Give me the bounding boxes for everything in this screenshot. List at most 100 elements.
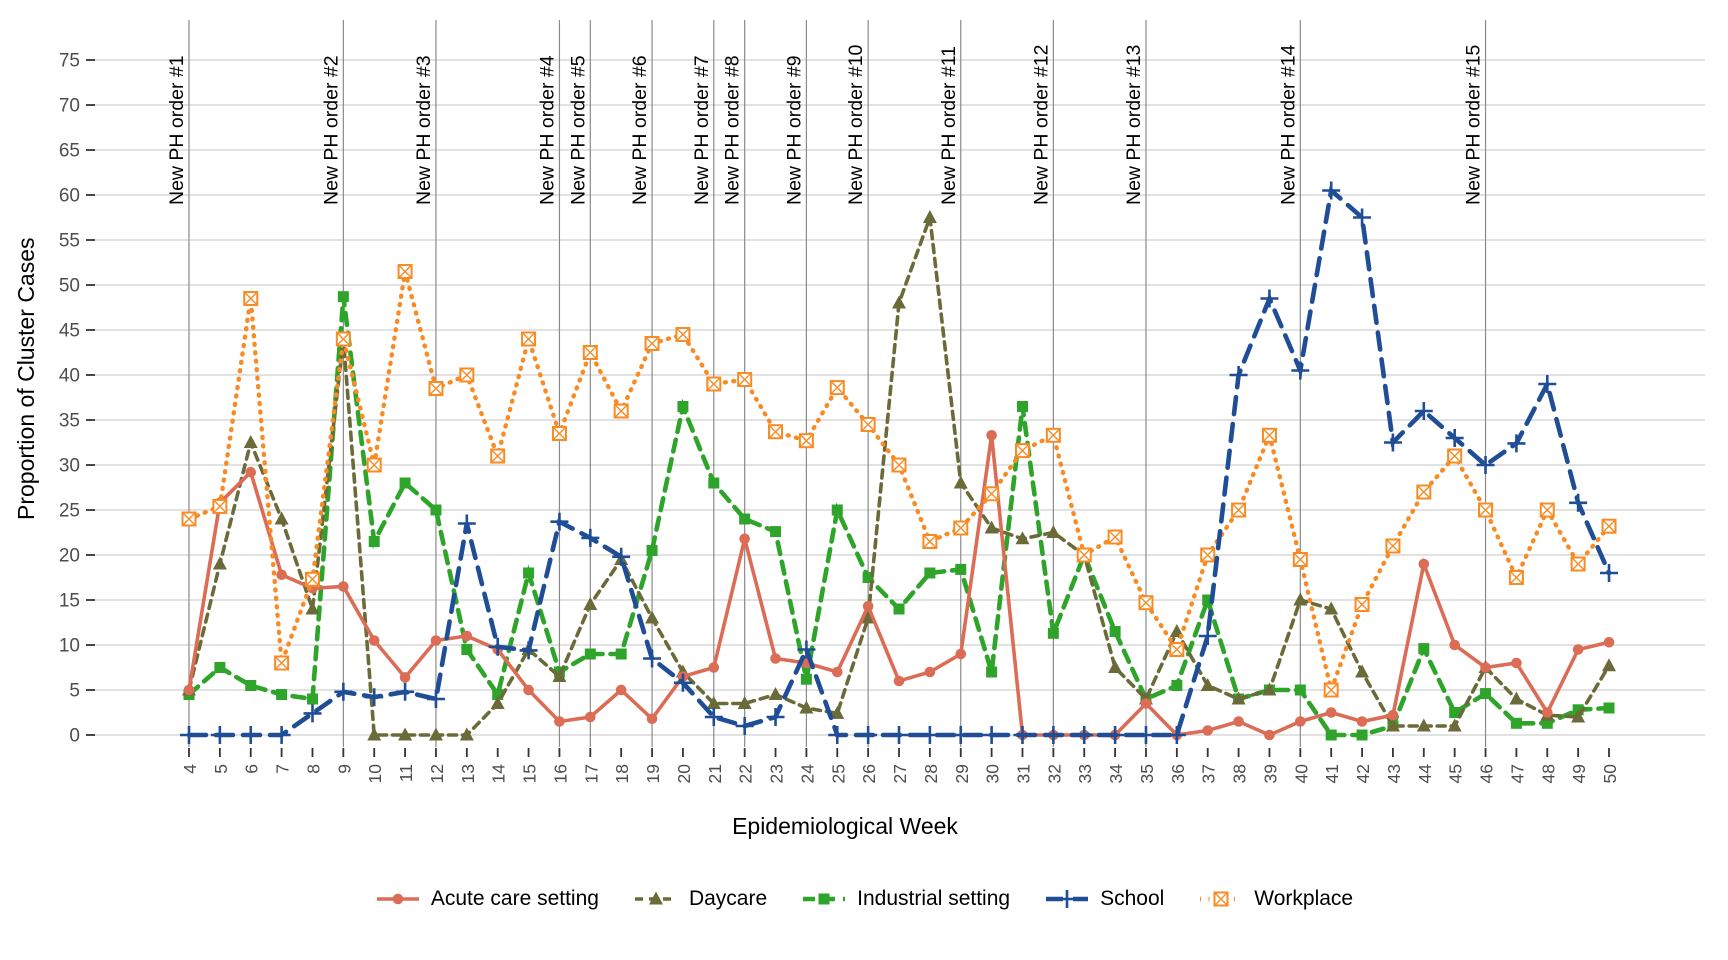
x-tick-label: 4 (180, 764, 200, 774)
x-tick-label: 40 (1291, 764, 1311, 784)
series-daycare (182, 210, 1617, 741)
series-workplace (181, 264, 1617, 698)
x-tick-label: 28 (921, 764, 941, 783)
x-tick-label: 44 (1415, 764, 1435, 784)
x-tick-label: 46 (1477, 764, 1497, 783)
legend-item-school: School (1044, 886, 1164, 912)
x-tick-label: 14 (489, 764, 509, 784)
legend: Acute care setting Daycare Industrial sett… (0, 886, 1728, 912)
x-tick-label: 31 (1013, 764, 1033, 783)
ph-order-label: New PH order #13 (1123, 45, 1145, 205)
legend-item-label: Industrial setting (857, 887, 1011, 910)
y-tick-label: 15 (59, 591, 80, 612)
y-axis-title: Proportion of Cluster Cases (13, 237, 39, 520)
legend-item-label: School (1100, 887, 1165, 910)
ph-order-label: New PH order #15 (1463, 44, 1485, 205)
y-tick-label: 35 (59, 411, 80, 432)
x-tick-label: 39 (1260, 764, 1280, 783)
x-tick-label: 47 (1507, 764, 1527, 783)
y-tick-label: 50 (59, 276, 80, 297)
x-tick-label: 18 (612, 764, 632, 783)
x-tick-label: 24 (797, 764, 817, 784)
y-tick-label: 10 (59, 636, 80, 657)
legend-key-triangle-icon (634, 891, 677, 905)
x-tick-label: 16 (550, 764, 570, 783)
legend-item-acute-care-setting: Acute care setting (375, 886, 599, 912)
x-tick-label: 36 (1168, 764, 1188, 783)
x-tick-label: 37 (1199, 764, 1219, 783)
x-tick-label: 12 (427, 764, 447, 783)
x-tick-label: 6 (242, 764, 262, 774)
x-tick-label: 45 (1446, 764, 1466, 783)
y-tick-label: 0 (69, 726, 80, 747)
y-tick-label: 55 (59, 231, 80, 252)
y-tick-label: 75 (59, 51, 80, 72)
x-tick-label: 29 (952, 764, 972, 783)
x-tick-label: 48 (1538, 764, 1558, 783)
series-school (180, 181, 1619, 744)
x-tick-label: 23 (767, 764, 787, 783)
y-tick-label: 60 (59, 186, 80, 207)
legend-key-crossed-square-icon (1200, 891, 1243, 907)
x-axis-title: Epidemiological Week (732, 813, 958, 839)
x-tick-label: 41 (1322, 764, 1342, 783)
x-tick-label: 15 (520, 764, 540, 783)
x-tick-label: 32 (1044, 764, 1064, 783)
legend-item-label: Acute care setting (430, 887, 599, 910)
ph-order-label: New PH order #8 (722, 55, 744, 205)
ph-order-label: New PH order #9 (783, 55, 805, 205)
x-tick-label: 43 (1384, 764, 1404, 783)
legend-item-label: Workplace (1254, 887, 1354, 910)
series-markers-daycare (182, 210, 1617, 741)
x-tick-label: 11 (396, 764, 416, 782)
legend-item-daycare: Daycare (633, 886, 767, 912)
ph-order-label: New PH order #5 (567, 55, 589, 205)
x-tick-label: 42 (1353, 764, 1373, 783)
x-tick-label: 5 (211, 764, 231, 774)
ph-order-label: New PH order #6 (629, 55, 651, 205)
x-tick-label: 22 (736, 764, 756, 783)
series-line-industrial-setting (186, 296, 1612, 738)
series-markers-school (180, 181, 1619, 744)
y-tick-label: 40 (59, 366, 80, 387)
ph-order-label: New PH order #7 (691, 55, 713, 205)
x-tick-label: 7 (273, 764, 293, 774)
x-tick-label: 13 (458, 764, 478, 783)
y-gridlines: 0 5 10 15 20 25 30 35 40 45 50 55 60 65 70 75 (59, 51, 1705, 747)
x-tick-label: 30 (983, 764, 1003, 784)
x-tick-label: 9 (334, 764, 354, 774)
ph-order-label: New PH order #10 (845, 44, 867, 205)
x-tick-label: 49 (1569, 764, 1589, 783)
x-tick-label: 26 (859, 764, 879, 783)
legend-item-workplace: Workplace (1198, 886, 1353, 912)
x-tick-label: 20 (674, 764, 694, 784)
x-tick-label: 10 (365, 764, 385, 784)
x-tick-label: 33 (1075, 764, 1095, 783)
legend-item-industrial-setting: Industrial setting (801, 886, 1010, 912)
x-tick-label: 38 (1230, 764, 1250, 783)
y-tick-label: 65 (59, 141, 80, 162)
ph-order-label: New PH order #12 (1030, 45, 1052, 205)
legend-key-square-icon (803, 893, 846, 905)
y-tick-label: 20 (59, 546, 80, 567)
y-tick-label: 45 (59, 321, 80, 342)
ph-order-label: New PH order #4 (536, 55, 558, 205)
x-tick-label: 27 (890, 764, 910, 783)
ph-order-label: New PH order #1 (166, 55, 188, 205)
y-tick-label: 30 (59, 456, 80, 477)
ph-order-label: New PH order #2 (320, 55, 342, 205)
legend-key-plus-icon (1046, 890, 1089, 908)
x-tick-label: 8 (303, 764, 323, 774)
x-axis: 4 5 6 7 8 9 10 11 12 13 14 15 16 17 18 19 20 21 22 23 24 25 26… (180, 748, 1620, 783)
ph-order-label: New PH order #14 (1277, 44, 1299, 205)
legend-key-circle-icon (376, 893, 419, 905)
series-markers-workplace (181, 264, 1617, 698)
ph-order-label: New PH order #3 (413, 55, 435, 205)
x-tick-label: 25 (828, 764, 848, 783)
legend-item-label: Daycare (688, 887, 768, 910)
x-tick-label: 50 (1600, 764, 1620, 784)
x-tick-label: 17 (581, 764, 601, 783)
x-tick-label: 35 (1137, 764, 1157, 783)
